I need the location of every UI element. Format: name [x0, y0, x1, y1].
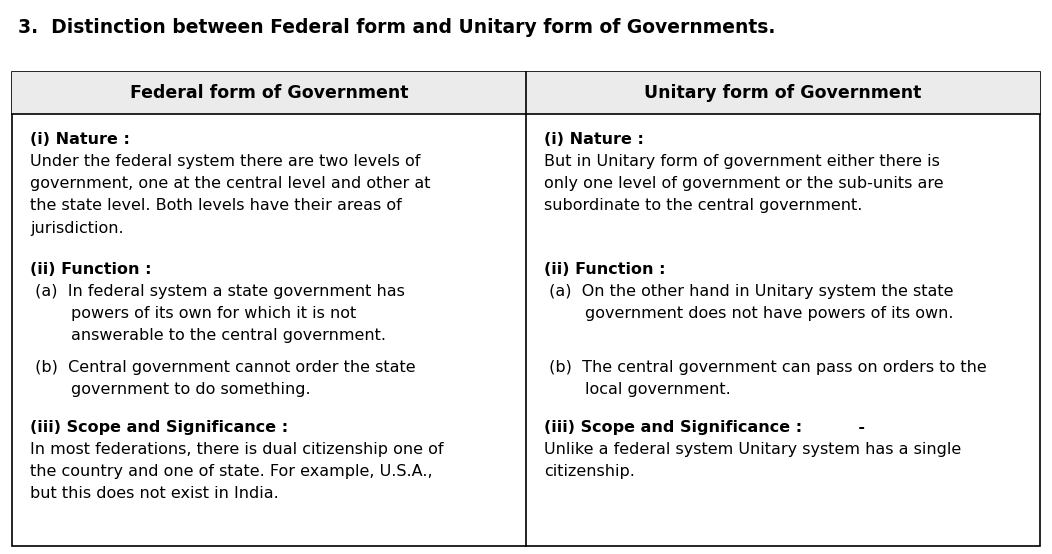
Text: In most federations, there is dual citizenship one of
the country and one of sta: In most federations, there is dual citiz… [31, 442, 444, 501]
Text: But in Unitary form of government either there is
only one level of government o: But in Unitary form of government either… [544, 154, 944, 213]
Text: (i) Nature :: (i) Nature : [31, 132, 129, 147]
Text: (a)  On the other hand in Unitary system the state
        government does not h: (a) On the other hand in Unitary system … [544, 284, 953, 321]
Text: (iii) Scope and Significance :: (iii) Scope and Significance : [31, 420, 288, 435]
Bar [12, 72, 1040, 546]
Text: (ii) Function :: (ii) Function : [31, 262, 151, 277]
Text: Unitary form of Government: Unitary form of Government [644, 84, 922, 102]
Bar [12, 72, 526, 114]
Text: (a)  In federal system a state government has
        powers of its own for whic: (a) In federal system a state government… [31, 284, 405, 343]
Text: (i) Nature :: (i) Nature : [544, 132, 644, 147]
Text: Unlike a federal system Unitary system has a single
citizenship.: Unlike a federal system Unitary system h… [544, 442, 962, 479]
Text: (b)  The central government can pass on orders to the
        local government.: (b) The central government can pass on o… [544, 360, 987, 397]
Text: Under the federal system there are two levels of
government, one at the central : Under the federal system there are two l… [31, 154, 430, 235]
Text: 3.  Distinction between Federal form and Unitary form of Governments.: 3. Distinction between Federal form and … [18, 18, 775, 37]
Text: Federal form of Government: Federal form of Government [129, 84, 408, 102]
Text: (iii) Scope and Significance :          -: (iii) Scope and Significance : - [544, 420, 865, 435]
Bar [526, 72, 1040, 114]
Text: (ii) Function :: (ii) Function : [544, 262, 666, 277]
Text: (b)  Central government cannot order the state
        government to do somethin: (b) Central government cannot order the … [31, 360, 416, 397]
